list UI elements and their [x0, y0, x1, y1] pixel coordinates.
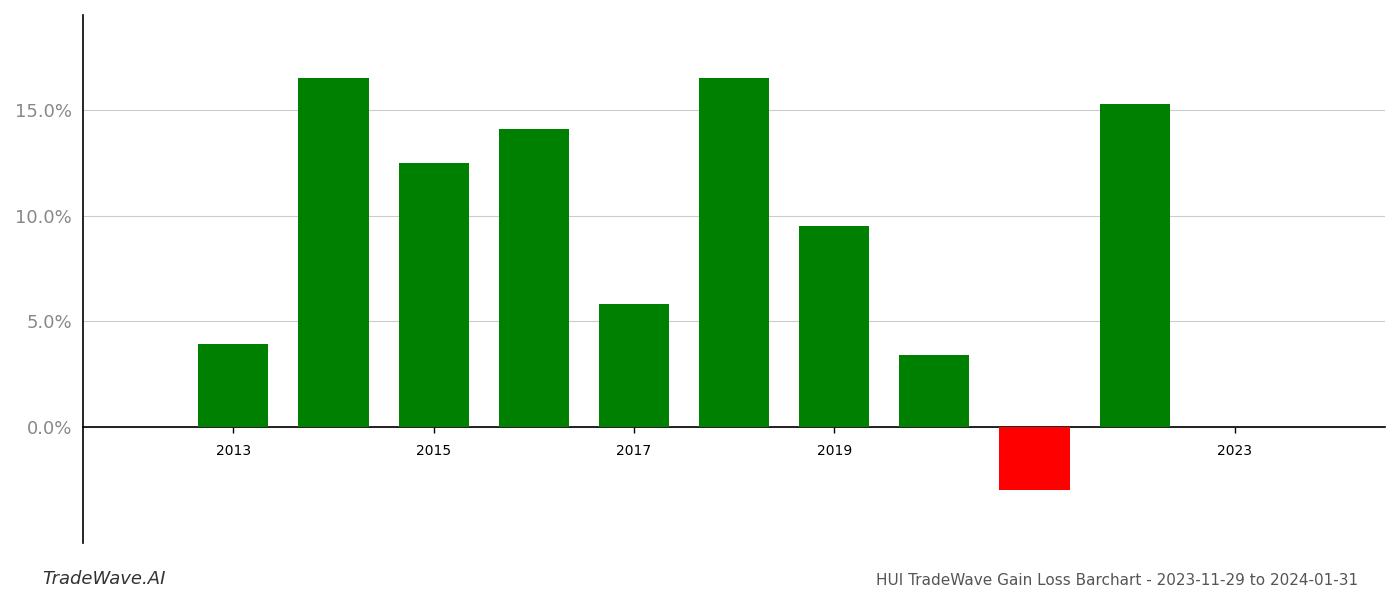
Bar — [1000, 427, 1070, 490]
Bar — [298, 79, 368, 427]
Bar — [498, 129, 568, 427]
Bar — [399, 163, 469, 427]
Bar — [799, 226, 869, 427]
Bar — [199, 344, 269, 427]
Bar — [1099, 104, 1169, 427]
Text: TradeWave.AI: TradeWave.AI — [42, 570, 165, 588]
Bar — [899, 355, 969, 427]
Bar — [699, 79, 769, 427]
Bar — [599, 304, 669, 427]
Text: HUI TradeWave Gain Loss Barchart - 2023-11-29 to 2024-01-31: HUI TradeWave Gain Loss Barchart - 2023-… — [876, 573, 1358, 588]
